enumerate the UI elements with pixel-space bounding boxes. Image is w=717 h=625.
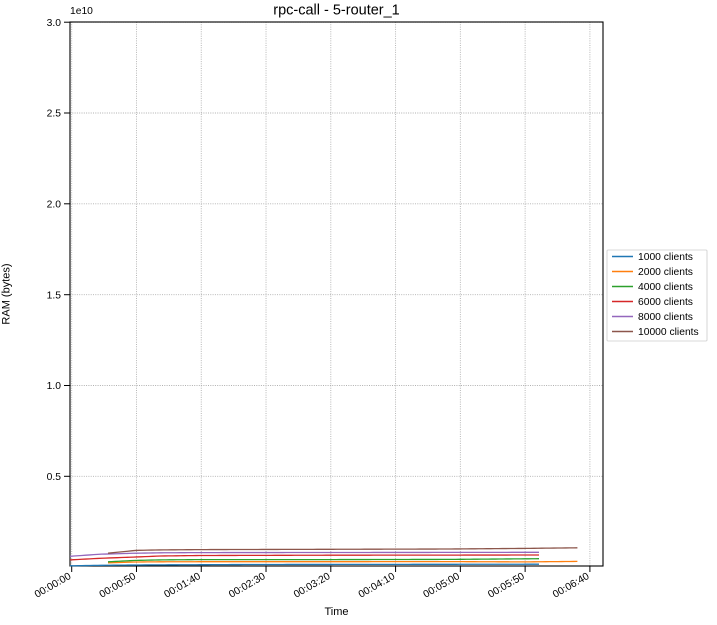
svg-text:00:00:00: 00:00:00	[33, 571, 73, 601]
svg-text:00:05:00: 00:05:00	[422, 571, 462, 601]
svg-text:2.0: 2.0	[47, 199, 62, 210]
svg-text:3.0: 3.0	[47, 18, 62, 29]
svg-text:00:02:30: 00:02:30	[227, 571, 267, 601]
svg-text:00:06:40: 00:06:40	[551, 571, 591, 601]
svg-text:rpc-call - 5-router_1: rpc-call - 5-router_1	[273, 3, 400, 19]
svg-text:00:03:20: 00:03:20	[292, 571, 332, 601]
svg-text:00:04:10: 00:04:10	[357, 571, 397, 601]
svg-text:1.5: 1.5	[47, 290, 62, 301]
svg-text:10000 clients: 10000 clients	[638, 327, 699, 338]
svg-text:2.5: 2.5	[47, 109, 62, 120]
svg-text:8000 clients: 8000 clients	[638, 312, 693, 323]
svg-text:6000 clients: 6000 clients	[638, 297, 693, 308]
svg-text:00:01:40: 00:01:40	[163, 571, 203, 601]
svg-text:2000 clients: 2000 clients	[638, 267, 693, 278]
svg-text:0.5: 0.5	[47, 472, 62, 483]
svg-text:1.0: 1.0	[47, 381, 62, 392]
svg-text:RAM (bytes): RAM (bytes)	[1, 263, 13, 324]
svg-text:1000 clients: 1000 clients	[638, 252, 693, 263]
svg-text:1e10: 1e10	[70, 6, 93, 17]
svg-text:00:05:50: 00:05:50	[486, 571, 526, 601]
svg-text:00:00:50: 00:00:50	[98, 571, 138, 601]
svg-text:Time: Time	[324, 606, 348, 618]
svg-text:4000 clients: 4000 clients	[638, 282, 693, 293]
